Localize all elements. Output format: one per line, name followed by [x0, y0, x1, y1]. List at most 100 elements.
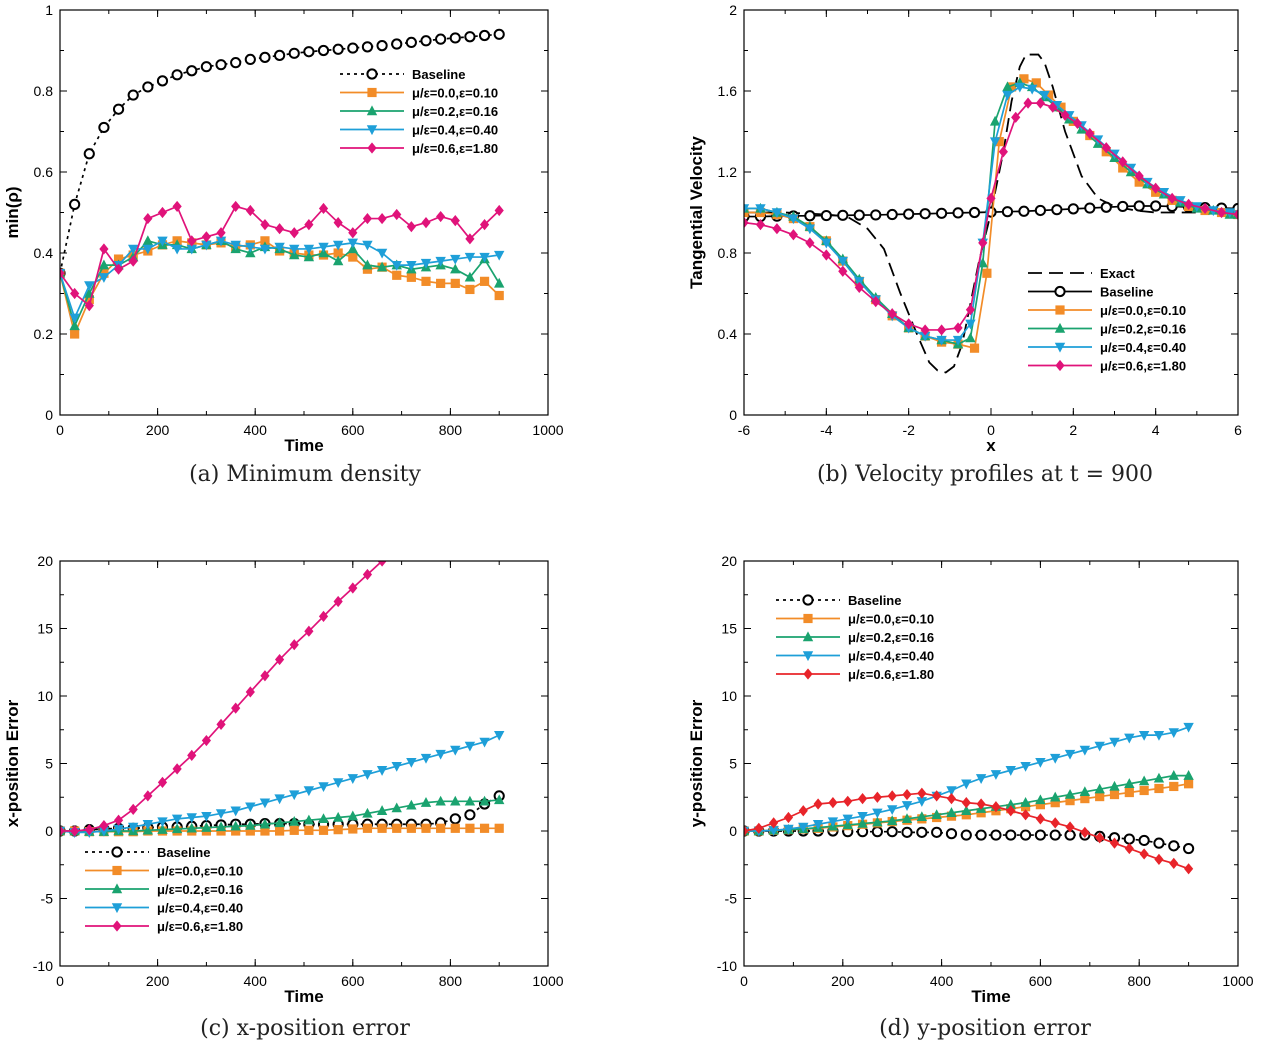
- y-tick-label: 0: [45, 823, 53, 839]
- series-point-3: [1124, 733, 1135, 744]
- y-tick-label: -5: [725, 891, 738, 907]
- series-point-2: [916, 811, 928, 822]
- series-point-4: [976, 798, 986, 810]
- legend-label: μ/ε=0.2,ε=0.16: [848, 630, 934, 645]
- series-point-2: [494, 277, 505, 288]
- series-point-5: [1118, 156, 1128, 168]
- series-point-0: [1005, 829, 1017, 841]
- series-point-4: [1020, 809, 1031, 821]
- series-point-2: [982, 268, 992, 278]
- series-point-4: [1184, 863, 1194, 875]
- series-point-5: [937, 324, 947, 336]
- series-point-3: [406, 260, 417, 271]
- x-tick-label: 200: [146, 973, 170, 989]
- series-point-2: [872, 816, 883, 827]
- series-point-4: [495, 447, 504, 458]
- series-point-0: [142, 81, 154, 93]
- series-point-5: [821, 249, 831, 261]
- series-point-1: [1184, 779, 1194, 789]
- series-point-3: [274, 794, 285, 805]
- series-point-5: [1023, 97, 1033, 109]
- series-point-0: [317, 44, 330, 57]
- series-point-4: [143, 212, 153, 225]
- series-point-4: [1109, 837, 1120, 849]
- series-point-2: [157, 824, 168, 834]
- legend-marker: [366, 68, 378, 80]
- series-point-1: [436, 278, 446, 288]
- series-point-1: [318, 825, 329, 835]
- series-point-4: [902, 788, 912, 801]
- series-point-3: [872, 808, 883, 819]
- series-point-2: [1183, 770, 1194, 780]
- series-point-3: [201, 240, 212, 251]
- x-axis-label: Time: [284, 436, 323, 455]
- series-point-5: [986, 192, 996, 204]
- x-tick-label: 2: [1069, 422, 1077, 438]
- series-point-5: [788, 229, 798, 241]
- series-point-4: [1039, 90, 1050, 101]
- legend-marker: [111, 883, 123, 894]
- legend-marker: [366, 125, 378, 136]
- series-point-4: [377, 212, 387, 225]
- legend-marker: [111, 846, 123, 858]
- series-point-2: [376, 805, 388, 815]
- series-point-4: [318, 202, 329, 215]
- legend: Exact Baseline μ/ε=0.0,ε=0.10 μ/ε=0.2,ε=0.1…: [1028, 266, 1186, 374]
- y-tick-label: 0: [729, 407, 737, 423]
- x-tick-label: 1000: [532, 422, 563, 438]
- series-point-3: [420, 258, 432, 269]
- series-point-0: [493, 28, 505, 40]
- series-point-5: [1101, 142, 1111, 154]
- series-point-0: [901, 826, 913, 838]
- series-point-4: [919, 331, 931, 342]
- legend-marker: [1055, 359, 1065, 372]
- series-point-1: [245, 826, 255, 836]
- legend-marker: [1054, 322, 1066, 333]
- series-point-3: [494, 730, 505, 741]
- series-point-5: [998, 146, 1008, 158]
- series-point-1: [1117, 200, 1129, 213]
- series-point-1: [1095, 791, 1105, 802]
- series-point-2: [1056, 102, 1066, 112]
- series-point-0: [1034, 829, 1047, 841]
- series-point-3: [128, 244, 139, 255]
- series-point-4: [245, 686, 255, 698]
- series-point-3: [157, 817, 168, 828]
- series-point-3: [1020, 762, 1031, 772]
- legend: Baseline μ/ε=0.0,ε=0.10 μ/ε=0.2,ε=0.16 μ/ε=…: [85, 845, 243, 934]
- legend-marker: [367, 142, 377, 154]
- series-point-4: [821, 238, 832, 249]
- series-point-3: [391, 762, 402, 772]
- series-point-3: [215, 809, 227, 820]
- series-point-4: [857, 793, 868, 805]
- series-point-1: [1154, 783, 1164, 794]
- series-point-4: [1124, 842, 1134, 855]
- series-point-1: [436, 823, 446, 833]
- series-point-0: [288, 47, 300, 59]
- y-tick-label: 15: [721, 621, 737, 637]
- series-point-3: [376, 766, 388, 776]
- series-point-4: [377, 561, 387, 567]
- series-point-0: [420, 35, 432, 47]
- series-point-4: [172, 200, 182, 213]
- series-point-3: [215, 236, 227, 247]
- series-point-2: [946, 807, 957, 817]
- x-tick-label: 800: [1128, 973, 1152, 989]
- series-point-2: [376, 261, 388, 272]
- series-point-1: [392, 823, 402, 833]
- series-point-1: [1150, 200, 1162, 212]
- series-point-0: [1123, 833, 1135, 845]
- series-point-4: [60, 825, 65, 837]
- caption-d: (d) y-position error: [879, 1016, 1091, 1041]
- series-point-4: [788, 214, 799, 225]
- series-point-4: [769, 817, 779, 829]
- legend-marker: [112, 865, 122, 876]
- series-point-3: [259, 798, 271, 809]
- series-point-2: [961, 805, 972, 815]
- series-point-4: [771, 208, 783, 219]
- series-point-5: [772, 223, 782, 235]
- series-point-4: [70, 287, 80, 300]
- y-tick-label: 20: [721, 553, 737, 569]
- x-tick-label: 0: [56, 973, 64, 989]
- series-point-3: [798, 822, 809, 833]
